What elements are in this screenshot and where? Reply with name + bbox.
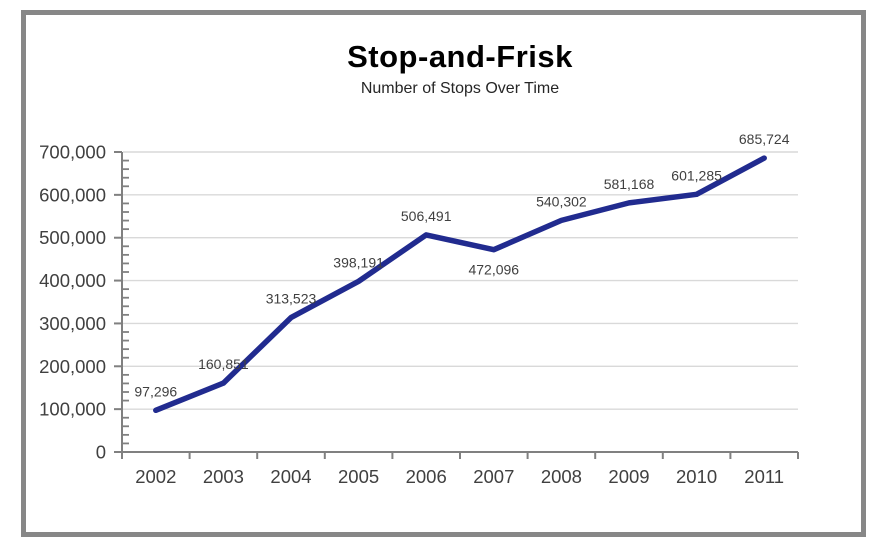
data-label: 160,851 xyxy=(198,356,249,372)
y-tick-label: 400,000 xyxy=(39,270,106,291)
data-label: 601,285 xyxy=(671,167,722,183)
data-label: 540,302 xyxy=(536,193,587,209)
x-tick-label: 2010 xyxy=(676,466,717,487)
x-tick-label: 2009 xyxy=(608,466,649,487)
y-tick-label: 0 xyxy=(96,442,106,463)
x-tick-label: 2006 xyxy=(406,466,447,487)
x-tick-label: 2007 xyxy=(473,466,514,487)
series-line xyxy=(153,155,767,414)
data-label: 506,491 xyxy=(401,208,452,224)
chart-title: Stop-and-Frisk xyxy=(347,39,573,74)
x-tick-label: 2008 xyxy=(541,466,582,487)
y-tick-label: 500,000 xyxy=(39,227,106,248)
data-label: 398,191 xyxy=(333,254,384,270)
y-tick-label: 600,000 xyxy=(39,184,106,205)
data-label: 313,523 xyxy=(266,291,317,307)
x-tick-label: 2002 xyxy=(135,466,176,487)
x-tick-label: 2005 xyxy=(338,466,379,487)
chart-frame xyxy=(21,10,866,537)
data-label: 581,168 xyxy=(604,176,655,192)
data-label: 685,724 xyxy=(739,131,790,147)
data-label: 97,296 xyxy=(134,383,177,399)
x-tick-label: 2011 xyxy=(744,466,784,487)
x-tick-label: 2003 xyxy=(203,466,244,487)
y-tick-label: 700,000 xyxy=(39,142,106,163)
chart-subtitle: Number of Stops Over Time xyxy=(360,80,560,97)
y-tick-label: 100,000 xyxy=(39,399,106,420)
y-tick-label: 200,000 xyxy=(39,356,106,377)
data-label: 472,096 xyxy=(468,262,519,278)
x-tick-label: 2004 xyxy=(270,466,311,487)
y-tick-label: 300,000 xyxy=(39,313,106,334)
